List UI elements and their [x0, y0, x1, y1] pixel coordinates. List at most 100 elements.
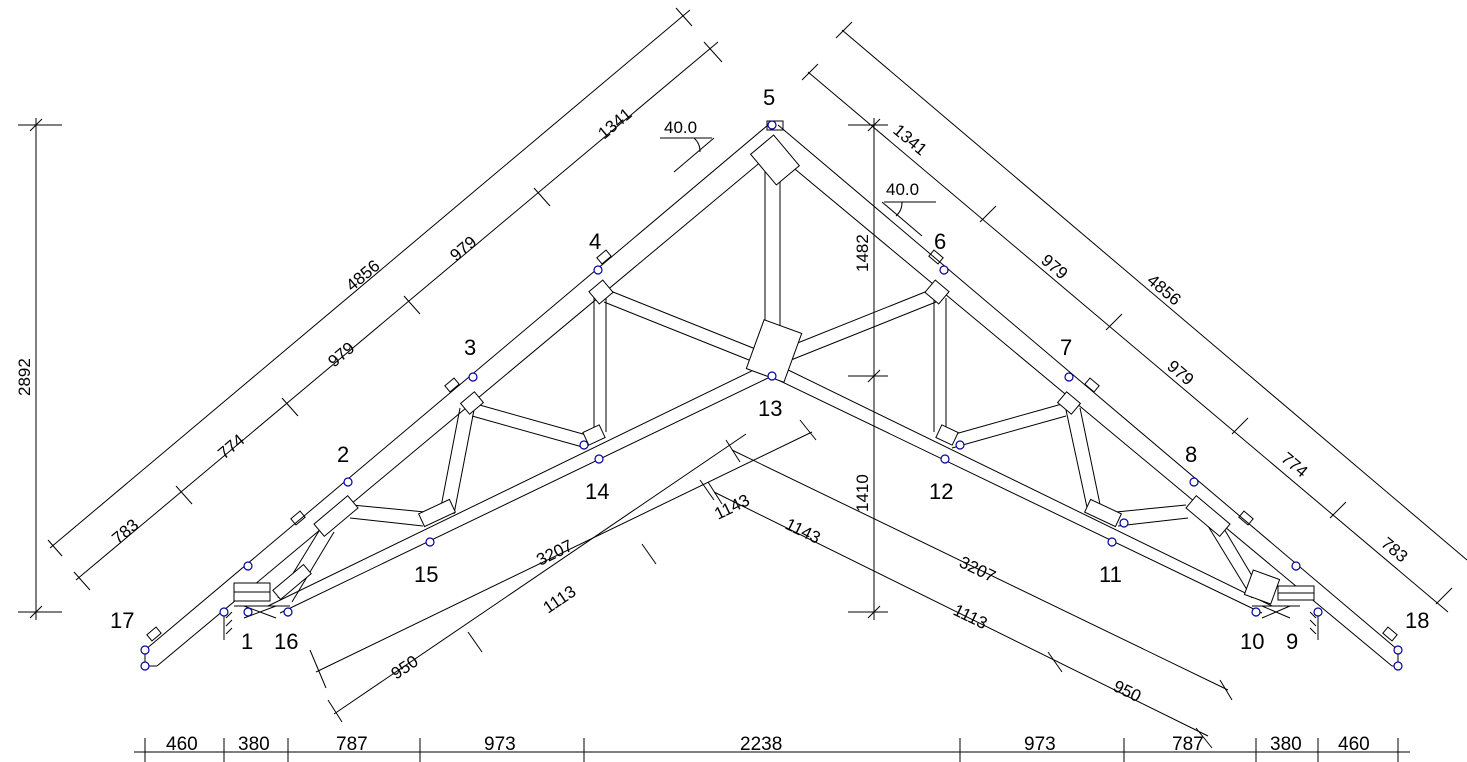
web-right-3 — [947, 403, 1067, 449]
node-label-1: 1 — [241, 629, 253, 654]
node — [940, 454, 950, 464]
web-right-4 — [1065, 407, 1103, 515]
plate-r6 — [1243, 569, 1281, 605]
bottom-dim-2: 380 — [238, 734, 270, 755]
bottom-chord-left-dims: 3207 950 1113 1143 — [309, 419, 817, 723]
top-left-seg-5: 1341 — [594, 104, 635, 143]
top-chord-left-dims: 4856 783 774 979 979 1341 — [47, 7, 723, 591]
bottom-left-seg-2: 1113 — [540, 582, 580, 617]
node — [1189, 477, 1199, 487]
web-right-1 — [933, 298, 947, 432]
node-label-3: 3 — [464, 335, 476, 360]
top-chord-right-dims: 4856 1341 979 979 774 783 — [801, 21, 1467, 613]
bottom-dim-5: 2238 — [740, 734, 782, 755]
node — [219, 607, 229, 617]
plate-l2 — [582, 424, 606, 446]
node-label-9: 9 — [1286, 629, 1298, 654]
bottom-left-seg-1: 950 — [388, 652, 422, 684]
angle-right: 40.0 — [886, 180, 919, 199]
height-lower: 1410 — [853, 474, 872, 512]
bottom-chord-right-dims: 3207 1143 1113 950 — [707, 439, 1233, 749]
support-right — [1252, 605, 1319, 640]
plate-r1 — [924, 279, 950, 305]
node — [1064, 372, 1074, 382]
node — [579, 440, 589, 450]
plate-l5 — [313, 495, 359, 537]
bottom-right-seg-1: 1143 — [782, 515, 823, 548]
bottom-dim-8: 380 — [1270, 734, 1302, 755]
node — [1107, 537, 1117, 547]
node-label-18: 18 — [1405, 608, 1429, 633]
node — [343, 477, 353, 487]
top-left-seg-4: 979 — [446, 232, 480, 265]
plate-r3 — [1056, 391, 1082, 415]
node-label-14: 14 — [585, 479, 609, 504]
node-label-11: 11 — [1099, 562, 1122, 587]
node — [140, 661, 150, 671]
top-chord-right — [771, 124, 1399, 667]
node — [955, 440, 965, 450]
bottom-dim-9: 460 — [1338, 734, 1370, 755]
bottom-left-seg-3: 1143 — [711, 490, 752, 523]
node — [283, 607, 293, 617]
node-labels: 1 2 3 4 5 6 7 8 9 10 11 12 13 14 15 16 1… — [110, 85, 1429, 654]
bottom-dim-6: 973 — [1024, 734, 1056, 755]
node — [767, 120, 777, 130]
angle-markers: 40.0 40.0 — [660, 118, 936, 237]
node-label-7: 7 — [1060, 335, 1072, 360]
node — [243, 607, 253, 617]
bottom-chord-right — [773, 364, 1273, 614]
bottom-dim-7: 787 — [1172, 734, 1204, 755]
top-left-seg-2: 774 — [214, 430, 248, 463]
node-label-17: 17 — [110, 608, 134, 633]
top-right-seg-3: 979 — [1163, 357, 1197, 390]
bottom-dim-4: 973 — [484, 734, 516, 755]
node — [1393, 661, 1403, 671]
node — [468, 372, 478, 382]
node-label-13: 13 — [758, 396, 782, 421]
node-label-8: 8 — [1185, 442, 1197, 467]
nodes — [140, 120, 1403, 671]
web-left-4 — [439, 407, 475, 515]
node — [425, 537, 435, 547]
truss-members — [144, 124, 1399, 667]
node-label-6: 6 — [934, 229, 946, 254]
web-right-2 — [779, 289, 937, 363]
node — [1313, 607, 1323, 617]
bottom-chord-left — [267, 364, 769, 614]
connector-plates — [146, 120, 1398, 642]
node — [593, 265, 603, 275]
top-right-seg-2: 979 — [1037, 251, 1071, 284]
height-total: 2892 — [15, 358, 34, 396]
node-label-15: 15 — [414, 562, 438, 587]
web-left-2 — [603, 289, 759, 363]
web-left-5 — [349, 504, 426, 527]
node — [939, 265, 949, 275]
bottom-dimension-chain: 460 380 787 973 2238 973 787 380 460 — [134, 734, 1410, 762]
node — [594, 454, 604, 464]
top-right-seg-4: 774 — [1277, 449, 1311, 482]
plate-l3 — [459, 391, 485, 415]
web-left-1 — [593, 298, 607, 432]
node — [767, 371, 777, 381]
plate-apex — [749, 134, 801, 186]
height-upper: 1482 — [853, 234, 872, 272]
plate-l4 — [417, 498, 457, 528]
plate-center — [745, 319, 803, 383]
node-label-5: 5 — [763, 85, 775, 110]
plate-r4 — [1083, 498, 1123, 528]
bottom-right-seg-2: 1113 — [950, 601, 990, 634]
plate-r5 — [1185, 495, 1231, 537]
top-left-seg-1: 783 — [108, 515, 142, 548]
top-left-overall: 4856 — [342, 256, 383, 295]
node — [1119, 518, 1129, 528]
angle-left: 40.0 — [664, 118, 697, 137]
top-right-seg-1: 1341 — [889, 121, 930, 160]
plate-r2 — [935, 424, 959, 446]
web-left-3 — [471, 403, 591, 449]
bottom-dim-1: 460 — [166, 734, 198, 755]
top-right-seg-5: 783 — [1377, 534, 1411, 567]
node — [1291, 561, 1301, 571]
node-label-16: 16 — [274, 629, 298, 654]
